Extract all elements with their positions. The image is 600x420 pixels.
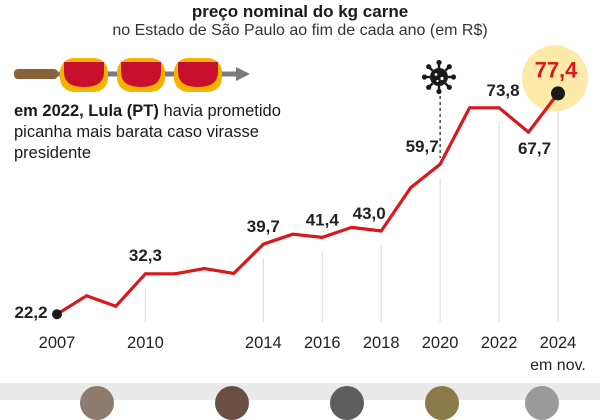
avatar (425, 386, 459, 420)
annotation-note-bold: em 2022, Lula (PT) (14, 102, 159, 120)
data-label-2020: 59,7 (406, 137, 439, 156)
data-point-2009 (114, 304, 118, 308)
chart-title: preço nominal do kg carne (191, 2, 409, 21)
meat-piece (174, 58, 222, 92)
data-point-2017 (350, 225, 354, 229)
x-tick-label-2007: 2007 (39, 334, 76, 352)
meat-piece (117, 58, 165, 92)
highlight-circle (522, 45, 588, 112)
start-dot (52, 309, 62, 320)
data-point-2018 (379, 229, 383, 233)
data-label-2014: 39,7 (247, 217, 280, 236)
data-point-2008 (84, 294, 88, 298)
data-point-2013 (232, 271, 236, 275)
data-point-2019 (409, 186, 413, 190)
avatar (80, 386, 114, 420)
x-tick-label-2018: 2018 (363, 334, 400, 352)
data-point-2023 (527, 130, 531, 134)
end-dot (551, 86, 565, 101)
endpoint-dots (52, 86, 565, 320)
data-label-2016: 41,4 (306, 210, 340, 229)
series-line-group (55, 91, 560, 316)
data-point-2011 (173, 272, 177, 276)
data-point-2022 (497, 106, 501, 110)
gridlines (144, 107, 559, 322)
coronavirus-icon (421, 59, 457, 95)
data-labels: 22,2 32,3 39,7 41,4 43,0 59,7 73,8 67,7 77,4 (14, 57, 578, 322)
highlight-group (522, 45, 588, 112)
x-tick-label-2020: 2020 (422, 334, 459, 352)
data-point-2020 (438, 162, 442, 166)
meat-piece (60, 58, 108, 92)
data-point-2021 (468, 106, 472, 110)
data-point-2010 (143, 272, 147, 276)
data-point-2014 (261, 242, 265, 246)
data-label-2010: 32,3 (129, 246, 162, 265)
data-label-2022: 73,8 (487, 81, 520, 100)
x-tick-label-2024: 2024 (540, 334, 577, 352)
x-axis-note: em nov. (530, 357, 586, 374)
x-tick-label-2014: 2014 (245, 334, 282, 352)
chart-subtitle: no Estado de São Paulo ao fim de cada an… (112, 22, 488, 39)
data-label-2024: 77,4 (535, 57, 579, 82)
x-tick-label-2010: 2010 (127, 334, 164, 352)
x-tick-label-2022: 2022 (481, 334, 518, 352)
x-axis-ticks: 2007 2010 2014 2016 2018 2020 2022 2024 em nov. (39, 334, 586, 374)
data-point-2016 (320, 235, 324, 239)
data-label-2018: 43,0 (353, 204, 386, 223)
data-label-2023: 67,7 (518, 139, 551, 158)
annotation-note-text: havia prometido picanha mais barata caso… (14, 102, 281, 162)
annotation-note: em 2022, Lula (PT) havia prometido pican… (14, 101, 284, 164)
data-point-2012 (202, 267, 206, 271)
series-line (55, 91, 560, 316)
meat-skewer-icon (14, 58, 250, 92)
x-tick-label-2016: 2016 (304, 334, 341, 352)
avatar (330, 386, 364, 420)
avatar (215, 386, 249, 420)
data-point-2015 (291, 232, 295, 236)
line-chart: 22,2 32,3 39,7 41,4 43,0 59,7 73,8 67,7 77,4 200… (14, 45, 588, 374)
data-label-2007: 22,2 (14, 303, 47, 322)
avatar (525, 386, 559, 420)
